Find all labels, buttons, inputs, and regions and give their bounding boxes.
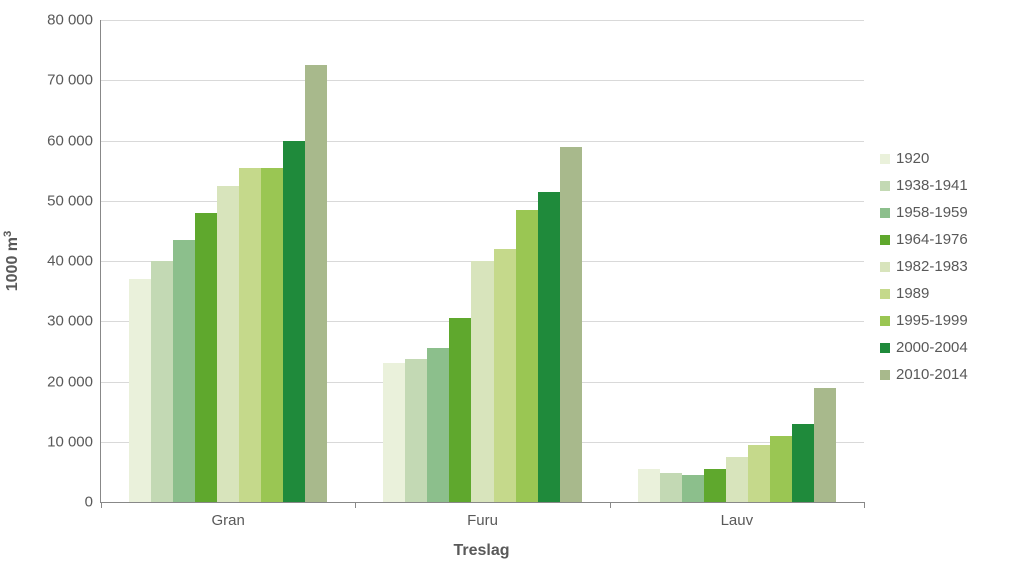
- bar: [261, 168, 283, 502]
- bar: [660, 473, 682, 502]
- legend-item: 1982-1983: [880, 258, 968, 275]
- bar-group: [129, 20, 327, 502]
- bar: [638, 469, 660, 502]
- y-tick-label: 0: [85, 494, 101, 511]
- bar: [814, 388, 836, 502]
- y-axis-title: 1000 m3: [2, 231, 22, 292]
- y-tick-label: 20 000: [47, 373, 101, 390]
- x-tick: [101, 502, 102, 508]
- bar: [305, 65, 327, 502]
- plot-area: 010 00020 00030 00040 00050 00060 00070 …: [100, 20, 864, 503]
- legend-label: 1920: [896, 150, 929, 167]
- legend-label: 2010-2014: [896, 366, 968, 383]
- legend-label: 2000-2004: [896, 339, 968, 356]
- chart-container: 0 10 000 20 000 30 000 40 000 50 000 60 000 70 …: [0, 0, 1023, 572]
- legend-label: 1938-1941: [896, 177, 968, 194]
- legend-item: 1989: [880, 285, 968, 302]
- bar: [217, 186, 239, 502]
- x-tick-label: Lauv: [721, 502, 754, 529]
- legend-item: 1964-1976: [880, 231, 968, 248]
- bar: [792, 424, 814, 502]
- bar: [560, 147, 582, 502]
- legend-label: 1964-1976: [896, 231, 968, 248]
- bar: [129, 279, 151, 502]
- legend-label: 1958-1959: [896, 204, 968, 221]
- y-tick-label: 60 000: [47, 132, 101, 149]
- legend-swatch: [880, 316, 890, 326]
- legend-label: 1989: [896, 285, 929, 302]
- x-tick: [355, 502, 356, 508]
- x-axis-title: Treslag: [453, 542, 509, 560]
- bar-group: [638, 20, 836, 502]
- legend-swatch: [880, 289, 890, 299]
- y-tick-label: 70 000: [47, 72, 101, 89]
- legend-swatch: [880, 154, 890, 164]
- legend-swatch: [880, 181, 890, 191]
- legend-item: 1920: [880, 150, 968, 167]
- x-tick-label: Furu: [467, 502, 498, 529]
- bar: [682, 475, 704, 502]
- bar: [427, 348, 449, 502]
- y-tick-label: 30 000: [47, 313, 101, 330]
- legend-swatch: [880, 343, 890, 353]
- bar: [283, 141, 305, 503]
- bar: [538, 192, 560, 502]
- legend-swatch: [880, 208, 890, 218]
- y-tick-label: 50 000: [47, 192, 101, 209]
- legend: 1920 1938-1941 1958-1959 1964-1976 1982-1983…: [880, 150, 968, 393]
- legend-item: 1995-1999: [880, 312, 968, 329]
- legend-item: 1938-1941: [880, 177, 968, 194]
- x-tick: [610, 502, 611, 508]
- bar: [471, 261, 493, 502]
- y-tick-label: 10 000: [47, 433, 101, 450]
- bar: [239, 168, 261, 502]
- bar: [516, 210, 538, 502]
- legend-label: 1982-1983: [896, 258, 968, 275]
- legend-item: 1958-1959: [880, 204, 968, 221]
- bar: [449, 318, 471, 502]
- legend-label: 1995-1999: [896, 312, 968, 329]
- y-tick-label: 40 000: [47, 253, 101, 270]
- bar: [383, 363, 405, 502]
- legend-item: 2010-2014: [880, 366, 968, 383]
- legend-swatch: [880, 370, 890, 380]
- x-tick: [864, 502, 865, 508]
- bar: [748, 445, 770, 502]
- legend-item: 2000-2004: [880, 339, 968, 356]
- bar: [173, 240, 195, 502]
- bar: [704, 469, 726, 502]
- x-tick-label: Gran: [211, 502, 244, 529]
- bar: [770, 436, 792, 502]
- y-tick-label: 80 000: [47, 12, 101, 29]
- bar: [726, 457, 748, 502]
- bar: [195, 213, 217, 502]
- bar: [151, 261, 173, 502]
- legend-swatch: [880, 262, 890, 272]
- bar: [405, 359, 427, 502]
- bar: [494, 249, 516, 502]
- legend-swatch: [880, 235, 890, 245]
- bar-group: [383, 20, 581, 502]
